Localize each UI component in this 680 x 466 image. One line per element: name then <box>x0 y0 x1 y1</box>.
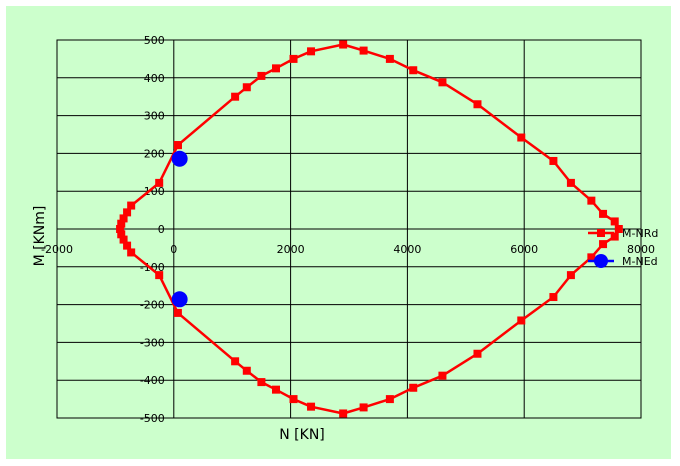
legend: M-NRd M-NEd <box>588 227 658 268</box>
y-tick-label: 400 <box>144 72 165 85</box>
y-tick-label: 100 <box>144 185 165 198</box>
data-point <box>116 225 125 233</box>
data-point <box>587 196 596 205</box>
data-point <box>566 271 575 280</box>
data-point <box>409 66 418 75</box>
data-point <box>117 230 126 239</box>
y-tick-label: -400 <box>140 374 165 387</box>
data-point <box>473 349 482 358</box>
data-point <box>119 214 128 223</box>
x-tick-label: 2000 <box>277 243 305 256</box>
x-tick-label: -2000 <box>41 243 73 256</box>
data-point <box>438 371 447 380</box>
series-m-ned <box>171 150 188 308</box>
data-point <box>517 316 526 325</box>
x-tick-label: 0 <box>170 243 177 256</box>
x-tick-label: 6000 <box>510 243 538 256</box>
data-point <box>155 271 164 280</box>
y-tick-label: 300 <box>144 110 165 123</box>
x-tick-label: 8000 <box>627 243 655 256</box>
data-point <box>339 40 348 49</box>
data-point <box>438 78 447 87</box>
data-point <box>173 141 182 150</box>
x-tick-label: 4000 <box>393 243 421 256</box>
data-point <box>123 208 132 217</box>
data-point <box>117 219 126 228</box>
data-point <box>173 308 182 317</box>
y-tick-label: 200 <box>144 147 165 160</box>
data-point <box>599 209 608 218</box>
data-point <box>257 378 266 387</box>
data-series <box>116 40 623 418</box>
data-point <box>127 248 136 257</box>
data-point <box>385 54 394 63</box>
y-tick-label: -300 <box>140 336 165 349</box>
data-point <box>473 100 482 109</box>
series-m-nrd <box>116 40 623 418</box>
data-point <box>171 150 188 167</box>
data-point <box>307 402 316 411</box>
legend-item: M-NEd <box>588 254 658 268</box>
legend-marker <box>597 229 605 237</box>
data-point <box>289 395 298 404</box>
data-point <box>155 178 164 187</box>
data-point <box>289 54 298 63</box>
data-point <box>272 64 280 73</box>
data-point <box>610 232 619 241</box>
y-tick-label: -500 <box>140 412 165 425</box>
data-point <box>339 409 348 418</box>
data-point <box>587 253 596 262</box>
data-point <box>549 293 558 302</box>
y-tick-label: 0 <box>158 223 165 236</box>
data-point <box>359 403 368 412</box>
grid-lines <box>57 40 641 418</box>
data-point <box>614 225 623 233</box>
data-point <box>171 291 188 308</box>
data-point <box>517 133 526 142</box>
data-point <box>409 383 418 392</box>
data-point <box>272 385 280 394</box>
data-point <box>123 241 132 250</box>
data-point <box>231 357 240 366</box>
data-point <box>257 71 266 80</box>
data-point <box>231 92 240 101</box>
legend-label: M-NEd <box>622 255 658 268</box>
y-tick-label: 500 <box>144 34 165 47</box>
data-point <box>385 395 394 404</box>
data-point <box>307 47 316 56</box>
data-point <box>242 83 251 92</box>
x-axis-title: N [KN] <box>279 427 325 443</box>
data-point <box>359 46 368 55</box>
y-tick-label: -200 <box>140 299 165 312</box>
x-tick-labels: -2000 0 2000 4000 6000 8000 <box>41 243 655 256</box>
chart-area: -500 -400 -300 -200 -100 0 100 200 300 400 500 -20… <box>6 6 671 459</box>
data-point <box>610 217 619 226</box>
data-point <box>127 201 136 210</box>
data-point <box>599 240 608 249</box>
y-axis-title: M [KNm] <box>32 206 48 267</box>
data-point <box>566 178 575 187</box>
legend-item: M-NRd <box>588 227 658 240</box>
data-point <box>549 156 558 165</box>
legend-marker <box>594 254 608 268</box>
data-point <box>119 235 128 244</box>
data-point <box>242 366 251 375</box>
legend-label: M-NRd <box>622 227 658 240</box>
